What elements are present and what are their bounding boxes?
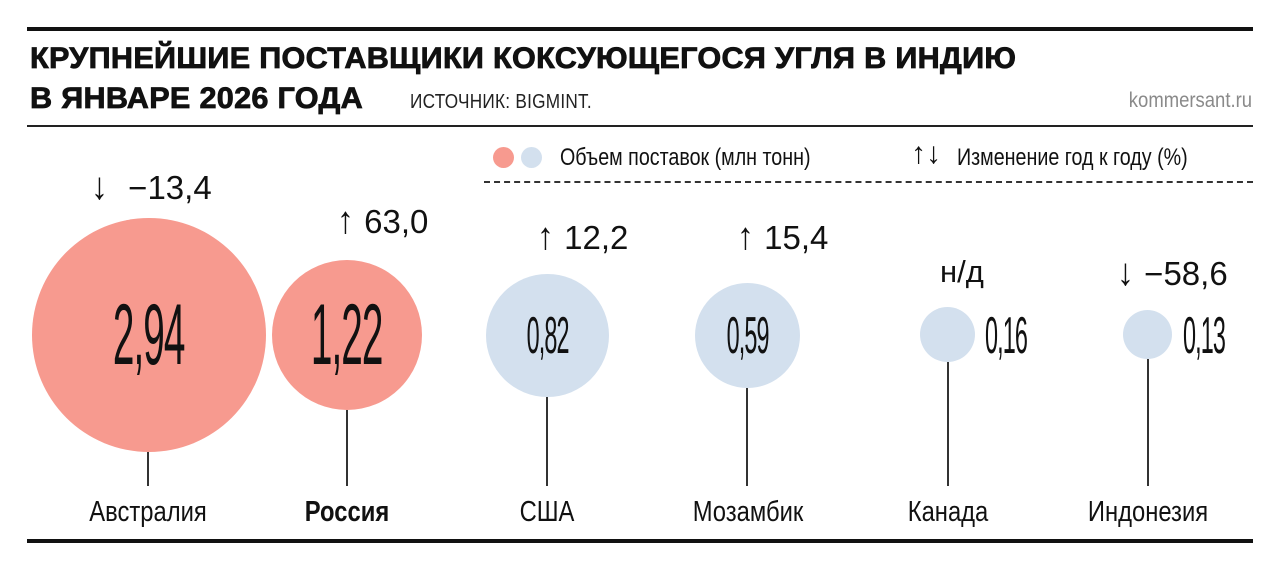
arrow-up-icon: ↑ [736, 216, 755, 258]
arrow-down-icon: ↓ [90, 166, 109, 208]
stem-mozambique [746, 388, 748, 486]
legend-blue-dot-icon [521, 147, 542, 168]
volume-australia: 2,94 [113, 287, 186, 383]
bubble-russia: 1,22 [272, 260, 422, 410]
stem-indonesia [1147, 359, 1149, 486]
header-divider [27, 125, 1253, 127]
legend-red-dot-icon [493, 147, 514, 168]
legend-volume-label: Объем поставок (млн тонн) [560, 144, 811, 171]
stem-canada [947, 362, 949, 486]
country-canada: Канада [907, 496, 989, 528]
source-label: ИСТОЧНИК: BIGMINT. [410, 91, 592, 113]
bubble-canada [920, 307, 975, 362]
country-australia: Австралия [89, 496, 207, 528]
stem-australia [147, 452, 149, 486]
change-indonesia: ↓ −58,6 [1116, 252, 1228, 294]
bubble-mozambique: 0,59 [695, 283, 800, 388]
arrow-down-icon: ↓ [1116, 252, 1135, 294]
volume-indonesia: 0,13 [1183, 307, 1226, 365]
arrow-up-icon: ↑ [336, 200, 355, 242]
volume-usa: 0,82 [526, 306, 570, 365]
volume-russia: 1,22 [311, 287, 384, 383]
volume-canada: 0,16 [985, 307, 1028, 365]
stem-russia [346, 410, 348, 486]
legend-dashed-divider [484, 181, 1253, 183]
change-russia: ↑ 63,0 [336, 200, 429, 242]
brand-label: kommersant.ru [1128, 89, 1252, 112]
updown-arrows-icon: ↑↓ [911, 137, 941, 170]
volume-mozambique: 0,59 [726, 306, 770, 365]
arrow-up-icon: ↑ [536, 216, 555, 258]
country-mozambique: Мозамбик [692, 496, 804, 528]
country-russia: Россия [304, 496, 390, 528]
legend: Объем поставок (млн тонн) ↑↓ Изменение г… [484, 139, 1253, 184]
bubble-usa: 0,82 [486, 274, 609, 397]
legend-change-label: Изменение год к году (%) [957, 144, 1188, 171]
bubble-australia: 2,94 [32, 218, 266, 452]
top-rule [27, 27, 1253, 31]
chart-title-line2: В ЯНВАРЕ 2026 ГОДА [30, 82, 364, 115]
change-canada: н/д [940, 254, 984, 289]
country-usa: США [519, 496, 575, 528]
change-usa: ↑ 12,2 [536, 216, 629, 258]
country-indonesia: Индонезия [1087, 496, 1209, 528]
change-australia: ↓ −13,4 [90, 166, 212, 208]
bubble-indonesia [1123, 310, 1172, 359]
bottom-rule [27, 539, 1253, 543]
chart-title-line1: КРУПНЕЙШИЕ ПОСТАВЩИКИ КОКСУЮЩЕГОСЯ УГЛЯ … [30, 42, 1017, 75]
stem-usa [546, 397, 548, 486]
change-mozambique: ↑ 15,4 [736, 216, 829, 258]
